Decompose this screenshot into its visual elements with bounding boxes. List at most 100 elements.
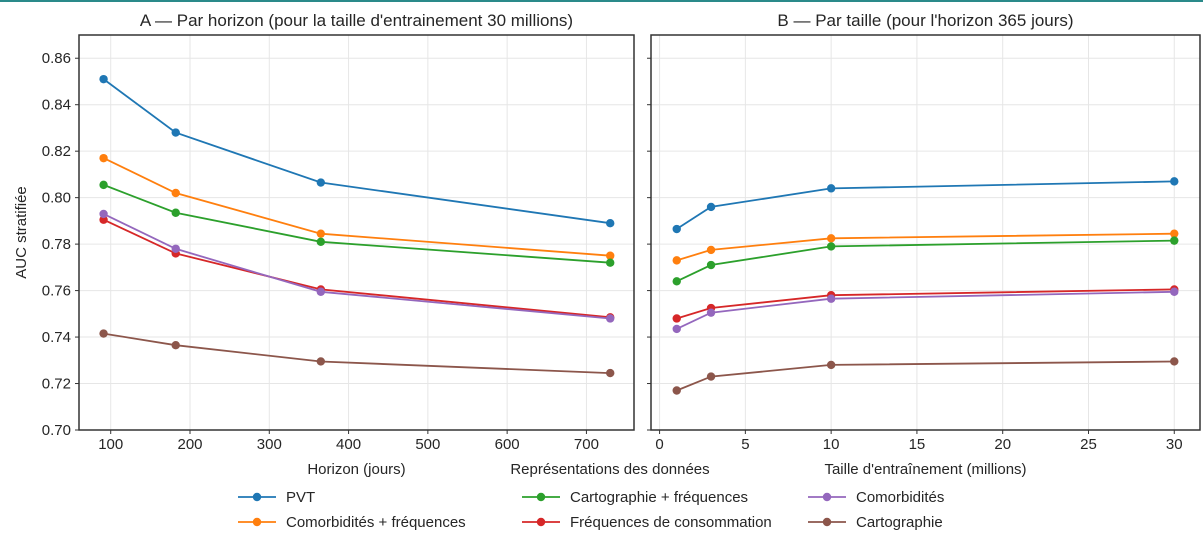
data-point [606,368,615,378]
panel-a: 100 200 300 400 500 600 700 0.70 0.72 0.74 0.76 0.7… [13,11,635,478]
x-tick-label: 25 [1080,436,1097,453]
data-point [99,180,108,190]
legend-item: Cartographie + fréquences [522,489,748,506]
series-line [676,288,1175,320]
y-tick-label: 0.74 [42,329,71,346]
x-tick-label: 0 [655,436,663,453]
legend-item: Fréquences de consommation [522,514,772,531]
x-tick-label: 100 [98,436,123,453]
data-point [672,314,681,323]
legend-label: Comorbidités [856,489,944,506]
data-point [672,324,681,334]
y-tick-label: 0.76 [42,283,71,300]
legend-title: Représentations des données [510,461,709,478]
legend-item: PVT [238,489,315,506]
data-point [672,277,681,286]
data-point [171,340,180,350]
x-tick-label: 200 [177,436,202,453]
data-point [1170,357,1179,366]
legend-marker [822,492,832,502]
legend-label: Fréquences de consommation [570,514,772,531]
data-point [99,215,108,224]
legend-label: Cartographie + fréquences [570,489,748,506]
legend-label: Cartographie [856,514,943,531]
data-point [826,184,836,193]
legend-marker [536,492,546,502]
data-point [826,360,836,370]
legend-marker [252,492,262,502]
x-tick-label: 400 [336,436,361,453]
series-line [676,360,1175,392]
data-point [316,287,326,296]
x-axis-label: Taille d'entraînement (millions) [824,461,1026,478]
x-tick-label: 15 [909,436,926,453]
legend-item: Cartographie [808,514,943,531]
legend-item: Comorbidités [808,489,944,506]
plot-frame [78,34,635,431]
data-point [171,208,180,217]
data-point [606,251,615,260]
data-point [706,245,716,255]
data-point [672,256,681,265]
data-point [1170,287,1179,296]
legend: Représentations des données PVT Comorbidit… [238,461,944,531]
x-tick-label: 700 [574,436,599,453]
series-line [103,184,611,264]
series-line [103,332,611,374]
panel-title: B — Par taille (pour l'horizon 365 jours… [777,11,1073,30]
data-point [606,314,615,323]
data-point [171,244,180,253]
data-point [672,386,681,395]
data-point [826,234,836,243]
data-point [316,229,326,238]
data-point [706,260,716,270]
plot-frame [650,34,1201,431]
data-point [706,308,716,317]
series-line [676,290,1175,330]
series-line [103,213,611,320]
data-point [316,178,326,187]
legend-marker [536,517,546,527]
x-tick-label: 600 [495,436,520,453]
series-line [103,157,611,257]
data-point [99,153,108,163]
y-tick-label: 0.80 [42,190,71,207]
data-point [99,209,108,219]
data-point [826,242,836,251]
y-tick-label: 0.78 [42,236,71,253]
series-line [103,78,611,225]
data-point [606,219,615,228]
data-point [706,372,716,381]
x-tick-label: 5 [741,436,749,453]
legend-item: Comorbidités + fréquences [238,514,466,531]
series-line [676,180,1175,230]
data-point [706,202,716,212]
x-tick-label: 500 [415,436,440,453]
y-tick-label: 0.86 [42,50,71,67]
panel-title: A — Par horizon (pour la taille d'entrai… [140,11,573,30]
data-point [99,329,108,338]
x-tick-label: 10 [823,436,840,453]
legend-marker [252,517,262,527]
y-tick-label: 0.70 [42,422,71,439]
data-point [171,188,180,198]
top-border-line [0,0,1203,2]
data-point [99,74,108,84]
y-tick-label: 0.84 [42,97,71,114]
panel-b: 0 5 10 15 20 25 30 B — Par taille (pour l'horiz… [647,11,1201,478]
data-point [1170,177,1179,186]
data-point [171,128,180,137]
data-point [316,357,326,366]
x-tick-label: 20 [994,436,1011,453]
data-point [1170,229,1179,238]
legend-label: PVT [286,489,315,506]
data-point [316,237,326,246]
x-tick-label: 300 [257,436,282,453]
x-axis-label: Horizon (jours) [307,461,405,478]
series-line [676,239,1175,283]
y-axis-label: AUC stratifiée [13,186,30,279]
legend-label: Comorbidités + fréquences [286,514,466,531]
data-point [1170,236,1179,245]
data-point [606,258,615,267]
